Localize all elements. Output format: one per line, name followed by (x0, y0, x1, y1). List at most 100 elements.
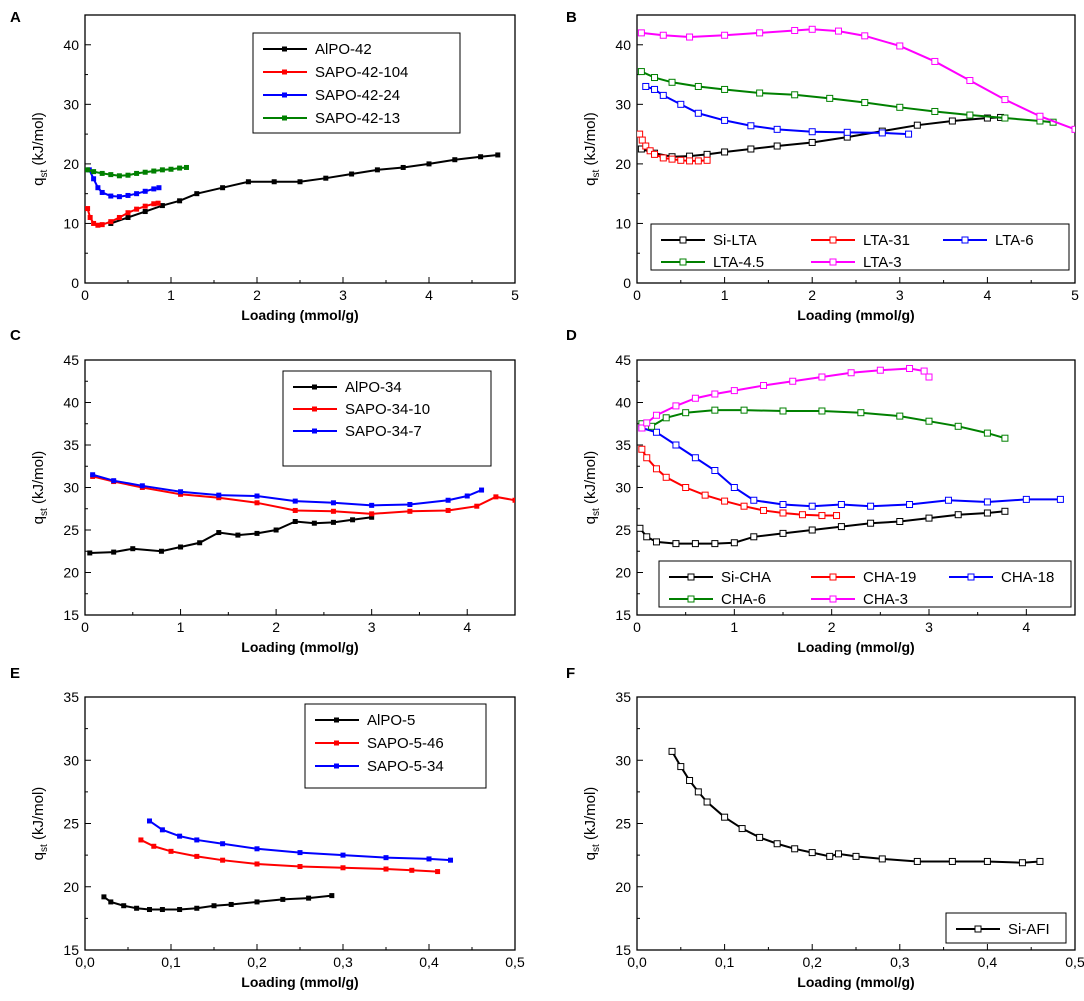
data-point (638, 136, 646, 144)
data-point (694, 157, 702, 165)
y-axis-title-unit: (kJ/mol) (30, 787, 47, 845)
data-point (711, 406, 719, 414)
data-point (147, 818, 152, 824)
data-point (125, 210, 131, 216)
data-point (779, 529, 787, 537)
legend-box (658, 560, 1072, 608)
x-tick-label: 3 (339, 287, 347, 303)
y-axis-title-unit: (kJ/mol) (582, 451, 599, 509)
series-sapo-42-13 (85, 164, 189, 179)
data-point (808, 138, 816, 146)
y-tick-label: 10 (63, 215, 79, 231)
data-point (139, 483, 145, 489)
data-point (652, 428, 660, 436)
y-tick-label: 30 (615, 96, 631, 112)
data-point (808, 25, 816, 33)
y-tick-label: 15 (63, 942, 79, 958)
x-tick-label: 0 (81, 287, 89, 303)
y-tick-label: 20 (615, 879, 631, 895)
data-point (740, 502, 748, 510)
legend-item: SAPO-5-34 (315, 758, 444, 775)
data-point (445, 497, 451, 503)
x-axis-title: Loading (mmol/g) (797, 639, 914, 655)
data-point (954, 422, 962, 430)
legend-item: LTA-31 (811, 232, 910, 249)
series-sapo-5-34 (147, 818, 453, 863)
x-tick-label: 2 (828, 619, 836, 635)
y-tick-label: 30 (63, 480, 79, 496)
x-tick-label: 2 (808, 287, 816, 303)
series-lta-31 (637, 130, 711, 165)
data-point (659, 154, 667, 162)
y-tick-label: 25 (63, 522, 79, 538)
data-point (369, 502, 375, 508)
panel-b: B 0 1 2 3 4 5 0 10 20 30 40 Loading (mmol/g) qst (kJ/… (566, 9, 1079, 323)
legend-label: AlPO-34 (345, 379, 402, 396)
legend-item: CHA-6 (669, 591, 766, 608)
data-point (369, 511, 375, 517)
data-point (721, 116, 729, 124)
data-point (99, 222, 105, 228)
data-point (194, 837, 200, 843)
data-point (779, 509, 787, 517)
x-tick-label: 0,4 (419, 954, 439, 970)
data-point (407, 508, 413, 514)
data-point (756, 89, 764, 97)
data-point (155, 200, 161, 206)
panel-label: D (566, 327, 577, 344)
data-point (773, 840, 781, 848)
x-tick-label: 3 (925, 619, 933, 635)
data-point (721, 31, 729, 39)
data-point (134, 206, 140, 212)
data-point (101, 894, 107, 900)
series-line (641, 367, 930, 429)
x-tick-label: 1 (177, 619, 185, 635)
data-point (878, 129, 886, 137)
data-point (672, 441, 680, 449)
data-point (194, 905, 200, 911)
data-point (808, 849, 816, 857)
x-tick-label: 4 (1022, 619, 1030, 635)
data-point (292, 498, 298, 504)
data-point (721, 148, 729, 156)
data-point (194, 853, 200, 859)
data-point (740, 406, 748, 414)
data-point (1071, 125, 1075, 133)
data-point (87, 214, 93, 220)
y-axis-title-subscript: st (591, 508, 602, 516)
data-point (983, 509, 991, 517)
series-cha-3 (638, 365, 933, 432)
series-cha-18 (638, 424, 1064, 510)
data-point (116, 214, 122, 220)
data-point (867, 502, 875, 510)
data-point (158, 548, 164, 554)
data-point (638, 424, 646, 432)
data-point (843, 128, 851, 136)
data-point (730, 387, 738, 395)
panel-f: F 0,0 0,1 0,2 0,3 0,4 0,5 15 20 25 30 35 Loading (mm… (566, 665, 1084, 990)
y-axis-title: qst (kJ/mol) (582, 787, 602, 861)
x-tick-label: 0,3 (890, 954, 910, 970)
data-point (818, 407, 826, 415)
x-axis-title: Loading (mmol/g) (797, 307, 914, 323)
data-point (99, 170, 105, 176)
data-point (142, 209, 148, 215)
data-point (99, 189, 105, 195)
data-point (142, 203, 148, 209)
legend-label: SAPO-42-24 (315, 87, 400, 104)
y-axis-title-subscript: st (591, 844, 602, 852)
y-tick-label: 35 (63, 437, 79, 453)
legend-item: SAPO-34-7 (293, 423, 422, 440)
data-point (677, 156, 685, 164)
data-point (760, 382, 768, 389)
data-point (798, 511, 806, 519)
series-line (140, 839, 438, 873)
data-point (826, 94, 834, 102)
data-point (750, 496, 758, 504)
data-point (280, 896, 286, 902)
x-axis-title: Loading (mmol/g) (797, 974, 914, 990)
data-point (1036, 112, 1044, 120)
data-point (808, 502, 816, 510)
data-point (147, 907, 152, 913)
data-point (130, 546, 136, 552)
